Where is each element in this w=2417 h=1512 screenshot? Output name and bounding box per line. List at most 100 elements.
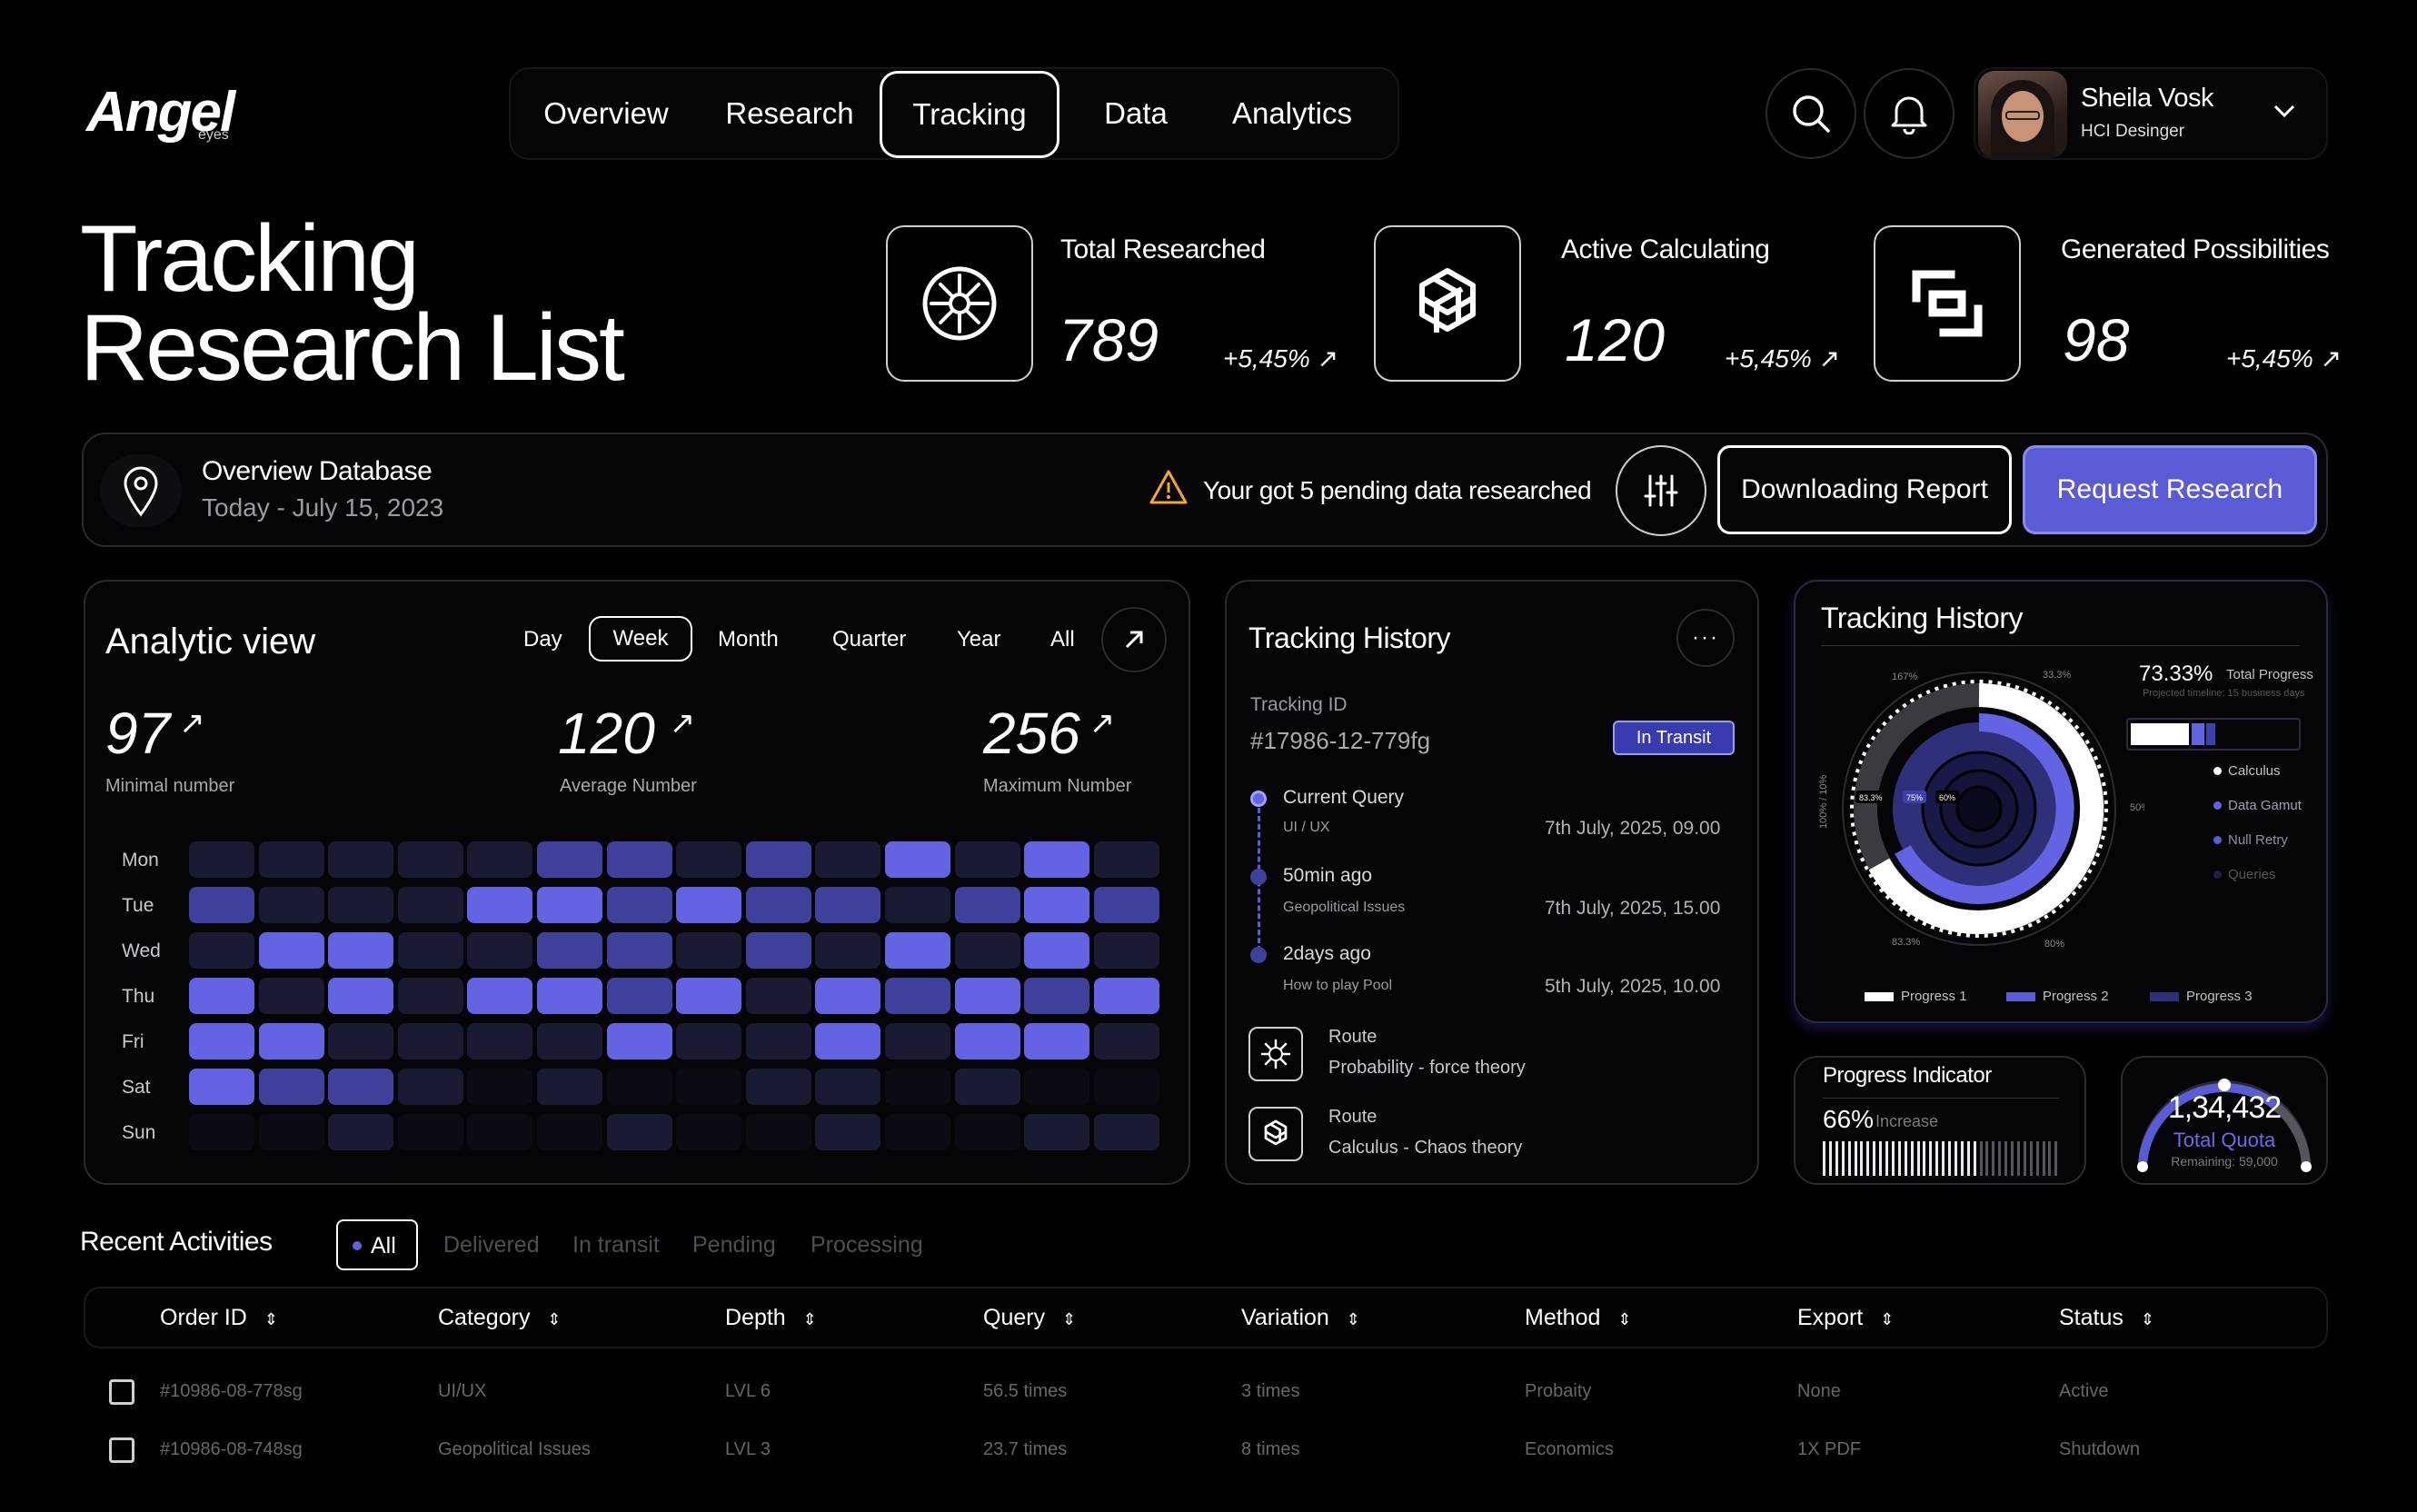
heatmap-cell[interactable] [189, 1069, 254, 1105]
heatmap-cell[interactable] [745, 932, 811, 969]
heatmap-cell[interactable] [885, 841, 950, 878]
col-status[interactable]: Status ⇕ [2059, 1305, 2154, 1330]
nav-research[interactable]: Research [725, 96, 854, 130]
heatmap-cell[interactable] [258, 841, 324, 878]
heatmap-cell[interactable] [606, 932, 672, 969]
heatmap-cell[interactable] [1093, 841, 1159, 878]
col-order-id[interactable]: Order ID ⇕ [160, 1305, 278, 1330]
heatmap-cell[interactable] [815, 841, 881, 878]
heatmap-cell[interactable] [676, 1023, 742, 1059]
heatmap-cell[interactable] [467, 978, 533, 1014]
heatmap-cell[interactable] [258, 932, 324, 969]
col-export[interactable]: Export ⇕ [1797, 1305, 1895, 1330]
heatmap-cell[interactable] [1024, 1069, 1090, 1105]
heatmap-cell[interactable] [397, 841, 463, 878]
heatmap-cell[interactable] [676, 887, 742, 923]
filter-all[interactable]: All [336, 1219, 418, 1270]
heatmap-cell[interactable] [954, 932, 1020, 969]
range-all[interactable]: All [1050, 627, 1075, 652]
heatmap-cell[interactable] [815, 932, 881, 969]
expand-button[interactable] [1101, 607, 1167, 672]
heatmap-cell[interactable] [815, 978, 881, 1014]
filter-delivered[interactable]: Delivered [443, 1232, 540, 1258]
heatmap-cell[interactable] [189, 1023, 254, 1059]
heatmap-cell[interactable] [537, 978, 602, 1014]
heatmap-cell[interactable] [954, 1023, 1020, 1059]
heatmap-cell[interactable] [815, 887, 881, 923]
range-week[interactable]: Week [589, 616, 692, 662]
col-variation[interactable]: Variation ⇕ [1241, 1305, 1360, 1330]
nav-tracking[interactable]: Tracking [880, 71, 1059, 158]
heatmap-cell[interactable] [885, 1114, 950, 1150]
heatmap-cell[interactable] [189, 887, 254, 923]
heatmap-cell[interactable] [1093, 1114, 1159, 1150]
heatmap-cell[interactable] [745, 1023, 811, 1059]
heatmap-cell[interactable] [258, 1023, 324, 1059]
range-month[interactable]: Month [718, 627, 779, 652]
heatmap-cell[interactable] [606, 1069, 672, 1105]
heatmap-cell[interactable] [397, 1114, 463, 1150]
heatmap-cell[interactable] [189, 1114, 254, 1150]
heatmap-cell[interactable] [1024, 841, 1090, 878]
heatmap-cell[interactable] [467, 1023, 533, 1059]
heatmap-cell[interactable] [954, 1069, 1020, 1105]
heatmap-cell[interactable] [328, 841, 394, 878]
range-year[interactable]: Year [957, 627, 1001, 652]
heatmap-cell[interactable] [397, 1069, 463, 1105]
heatmap-cell[interactable] [745, 1069, 811, 1105]
heatmap-cell[interactable] [1093, 978, 1159, 1014]
heatmap-cell[interactable] [885, 932, 950, 969]
heatmap-cell[interactable] [954, 1114, 1020, 1150]
heatmap-cell[interactable] [745, 887, 811, 923]
heatmap-cell[interactable] [328, 887, 394, 923]
heatmap-cell[interactable] [1024, 887, 1090, 923]
heatmap-cell[interactable] [885, 1023, 950, 1059]
heatmap-cell[interactable] [397, 932, 463, 969]
heatmap-cell[interactable] [606, 1023, 672, 1059]
request-research-button[interactable]: Request Research [2023, 445, 2317, 534]
heatmap-cell[interactable] [1093, 887, 1159, 923]
heatmap-cell[interactable] [397, 1023, 463, 1059]
notification-button[interactable] [1864, 68, 1954, 159]
nav-data[interactable]: Data [1104, 96, 1168, 130]
heatmap-cell[interactable] [537, 1023, 602, 1059]
heatmap-cell[interactable] [258, 978, 324, 1014]
heatmap-cell[interactable] [815, 1069, 881, 1105]
heatmap-cell[interactable] [537, 887, 602, 923]
row-checkbox[interactable] [109, 1379, 134, 1405]
heatmap-cell[interactable] [467, 932, 533, 969]
range-quarter[interactable]: Quarter [832, 627, 907, 652]
heatmap-cell[interactable] [1024, 1023, 1090, 1059]
heatmap-cell[interactable] [467, 1069, 533, 1105]
heatmap-cell[interactable] [1024, 1114, 1090, 1150]
heatmap-cell[interactable] [258, 887, 324, 923]
more-options-button[interactable]: ··· [1676, 609, 1735, 667]
heatmap-cell[interactable] [606, 887, 672, 923]
heatmap-cell[interactable] [537, 841, 602, 878]
heatmap-cell[interactable] [885, 887, 950, 923]
heatmap-cell[interactable] [537, 932, 602, 969]
row-checkbox[interactable] [109, 1437, 134, 1463]
heatmap-cell[interactable] [328, 932, 394, 969]
heatmap-cell[interactable] [1093, 1023, 1159, 1059]
heatmap-cell[interactable] [954, 978, 1020, 1014]
col-query[interactable]: Query ⇕ [983, 1305, 1077, 1330]
brand-logo[interactable]: Angel [86, 81, 235, 144]
filter-processing[interactable]: Processing [811, 1232, 923, 1258]
heatmap-cell[interactable] [189, 932, 254, 969]
heatmap-cell[interactable] [467, 841, 533, 878]
heatmap-cell[interactable] [328, 1023, 394, 1059]
heatmap-cell[interactable] [676, 932, 742, 969]
filter-button[interactable] [1616, 445, 1706, 536]
heatmap-cell[interactable] [537, 1114, 602, 1150]
heatmap-cell[interactable] [676, 841, 742, 878]
nav-analytics[interactable]: Analytics [1231, 96, 1353, 130]
heatmap-cell[interactable] [606, 978, 672, 1014]
heatmap-cell[interactable] [676, 1069, 742, 1105]
heatmap-cell[interactable] [885, 978, 950, 1014]
search-button[interactable] [1766, 68, 1856, 159]
heatmap-cell[interactable] [328, 978, 394, 1014]
heatmap-cell[interactable] [815, 1114, 881, 1150]
range-day[interactable]: Day [523, 627, 562, 652]
col-method[interactable]: Method ⇕ [1525, 1305, 1632, 1330]
